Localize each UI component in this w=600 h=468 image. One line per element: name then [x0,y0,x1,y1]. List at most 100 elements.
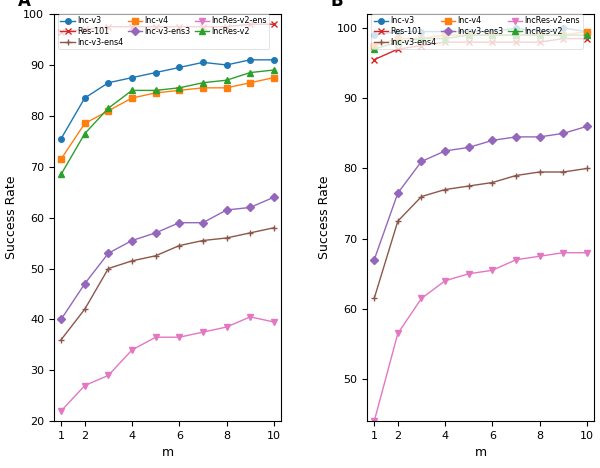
Inc-v4 [58,156,65,162]
Y-axis label: Success Rate: Success Rate [5,176,18,259]
Legend: Inc-v3, Res-101, Inc-v3-ens4, Inc-v4, Inc-v3-ens3, IncRes-v2-ens, IncRes-v2: Inc-v3, Res-101, Inc-v3-ens4, Inc-v4, In… [371,14,583,49]
Line: Inc-v4: Inc-v4 [58,75,277,162]
Inc-v3-ens4 [442,187,449,192]
Res-101 [371,57,378,62]
Line: Inc-v3-ens3: Inc-v3-ens3 [58,195,277,322]
Res-101 [442,39,449,45]
X-axis label: m: m [475,446,487,460]
Res-101 [489,39,496,45]
Res-101 [128,24,136,29]
Inc-v3-ens3 [465,145,472,150]
Line: Inc-v3: Inc-v3 [58,57,277,141]
Inc-v4 [560,32,567,38]
IncRes-v2-ens [270,319,277,325]
IncRes-v2 [247,70,254,75]
Res-101 [247,22,254,27]
Text: B: B [331,0,343,10]
Res-101 [152,24,159,29]
Line: IncRes-v2: IncRes-v2 [371,32,590,52]
Line: IncRes-v2: IncRes-v2 [58,67,277,177]
Inc-v3 [199,59,206,65]
Inc-v3-ens4 [512,173,520,178]
Inc-v3-ens3 [489,138,496,143]
Res-101 [418,43,425,48]
IncRes-v2 [512,32,520,38]
Inc-v3 [152,70,159,75]
Inc-v3-ens4 [394,218,401,224]
Inc-v3-ens3 [152,230,159,236]
Inc-v4 [199,85,206,91]
Inc-v3 [270,57,277,63]
Text: A: A [17,0,31,10]
Inc-v3-ens3 [128,238,136,243]
Inc-v4 [223,85,230,91]
Inc-v4 [536,32,543,38]
IncRes-v2-ens [583,250,590,256]
Res-101 [176,24,183,29]
Inc-v3-ens3 [442,148,449,154]
IncRes-v2 [418,36,425,41]
Inc-v4 [442,32,449,38]
IncRes-v2-ens [560,250,567,256]
IncRes-v2-ens [418,296,425,301]
Inc-v3-ens3 [223,207,230,213]
IncRes-v2 [371,46,378,52]
IncRes-v2 [442,36,449,41]
IncRes-v2 [560,32,567,38]
IncRes-v2 [81,131,88,137]
Inc-v4 [176,88,183,93]
Res-101 [512,39,520,45]
Inc-v3-ens3 [418,159,425,164]
Res-101 [270,22,277,27]
IncRes-v2-ens [247,314,254,320]
Res-101 [199,24,206,29]
IncRes-v2-ens [536,253,543,259]
X-axis label: m: m [161,446,173,460]
Line: Inc-v3-ens3: Inc-v3-ens3 [371,124,590,263]
Inc-v3-ens4 [583,166,590,171]
Res-101 [223,24,230,29]
Line: Res-101: Res-101 [371,36,590,62]
Inc-v4 [371,43,378,48]
Inc-v3-ens3 [583,124,590,129]
Inc-v3-ens4 [418,194,425,199]
Inc-v3-ens3 [560,131,567,136]
Res-101 [58,29,65,35]
Inc-v3 [81,95,88,101]
Inc-v4 [270,75,277,80]
Line: Inc-v3: Inc-v3 [371,25,590,38]
Inc-v3-ens4 [58,337,65,343]
Inc-v3-ens4 [465,183,472,189]
IncRes-v2-ens [58,408,65,414]
Res-101 [81,27,88,32]
Inc-v4 [105,108,112,114]
Res-101 [536,39,543,45]
Inc-v3-ens3 [247,205,254,210]
IncRes-v2 [270,67,277,73]
Legend: Inc-v3, Res-101, Inc-v3-ens4, Inc-v4, Inc-v3-ens3, IncRes-v2-ens, IncRes-v2: Inc-v3, Res-101, Inc-v3-ens4, Inc-v4, In… [58,14,269,49]
Inc-v3-ens4 [105,266,112,271]
IncRes-v2 [128,88,136,93]
Inc-v3 [394,29,401,34]
Inc-v3-ens3 [58,316,65,322]
IncRes-v2-ens [442,278,449,284]
Inc-v3 [223,62,230,68]
Inc-v3 [371,32,378,38]
Line: IncRes-v2-ens: IncRes-v2-ens [58,314,277,414]
Line: Inc-v3-ens4: Inc-v3-ens4 [371,166,590,301]
Inc-v3 [418,29,425,34]
Res-101 [583,36,590,41]
Inc-v4 [465,32,472,38]
Inc-v3-ens4 [247,230,254,236]
Inc-v3-ens4 [223,235,230,241]
IncRes-v2 [394,39,401,45]
Inc-v3-ens3 [512,134,520,139]
IncRes-v2 [176,85,183,91]
Inc-v4 [81,121,88,126]
Inc-v4 [128,95,136,101]
Inc-v3-ens4 [536,169,543,175]
Inc-v4 [418,36,425,41]
Line: Res-101: Res-101 [58,22,277,35]
IncRes-v2-ens [394,330,401,336]
Line: IncRes-v2-ens: IncRes-v2-ens [371,250,590,424]
